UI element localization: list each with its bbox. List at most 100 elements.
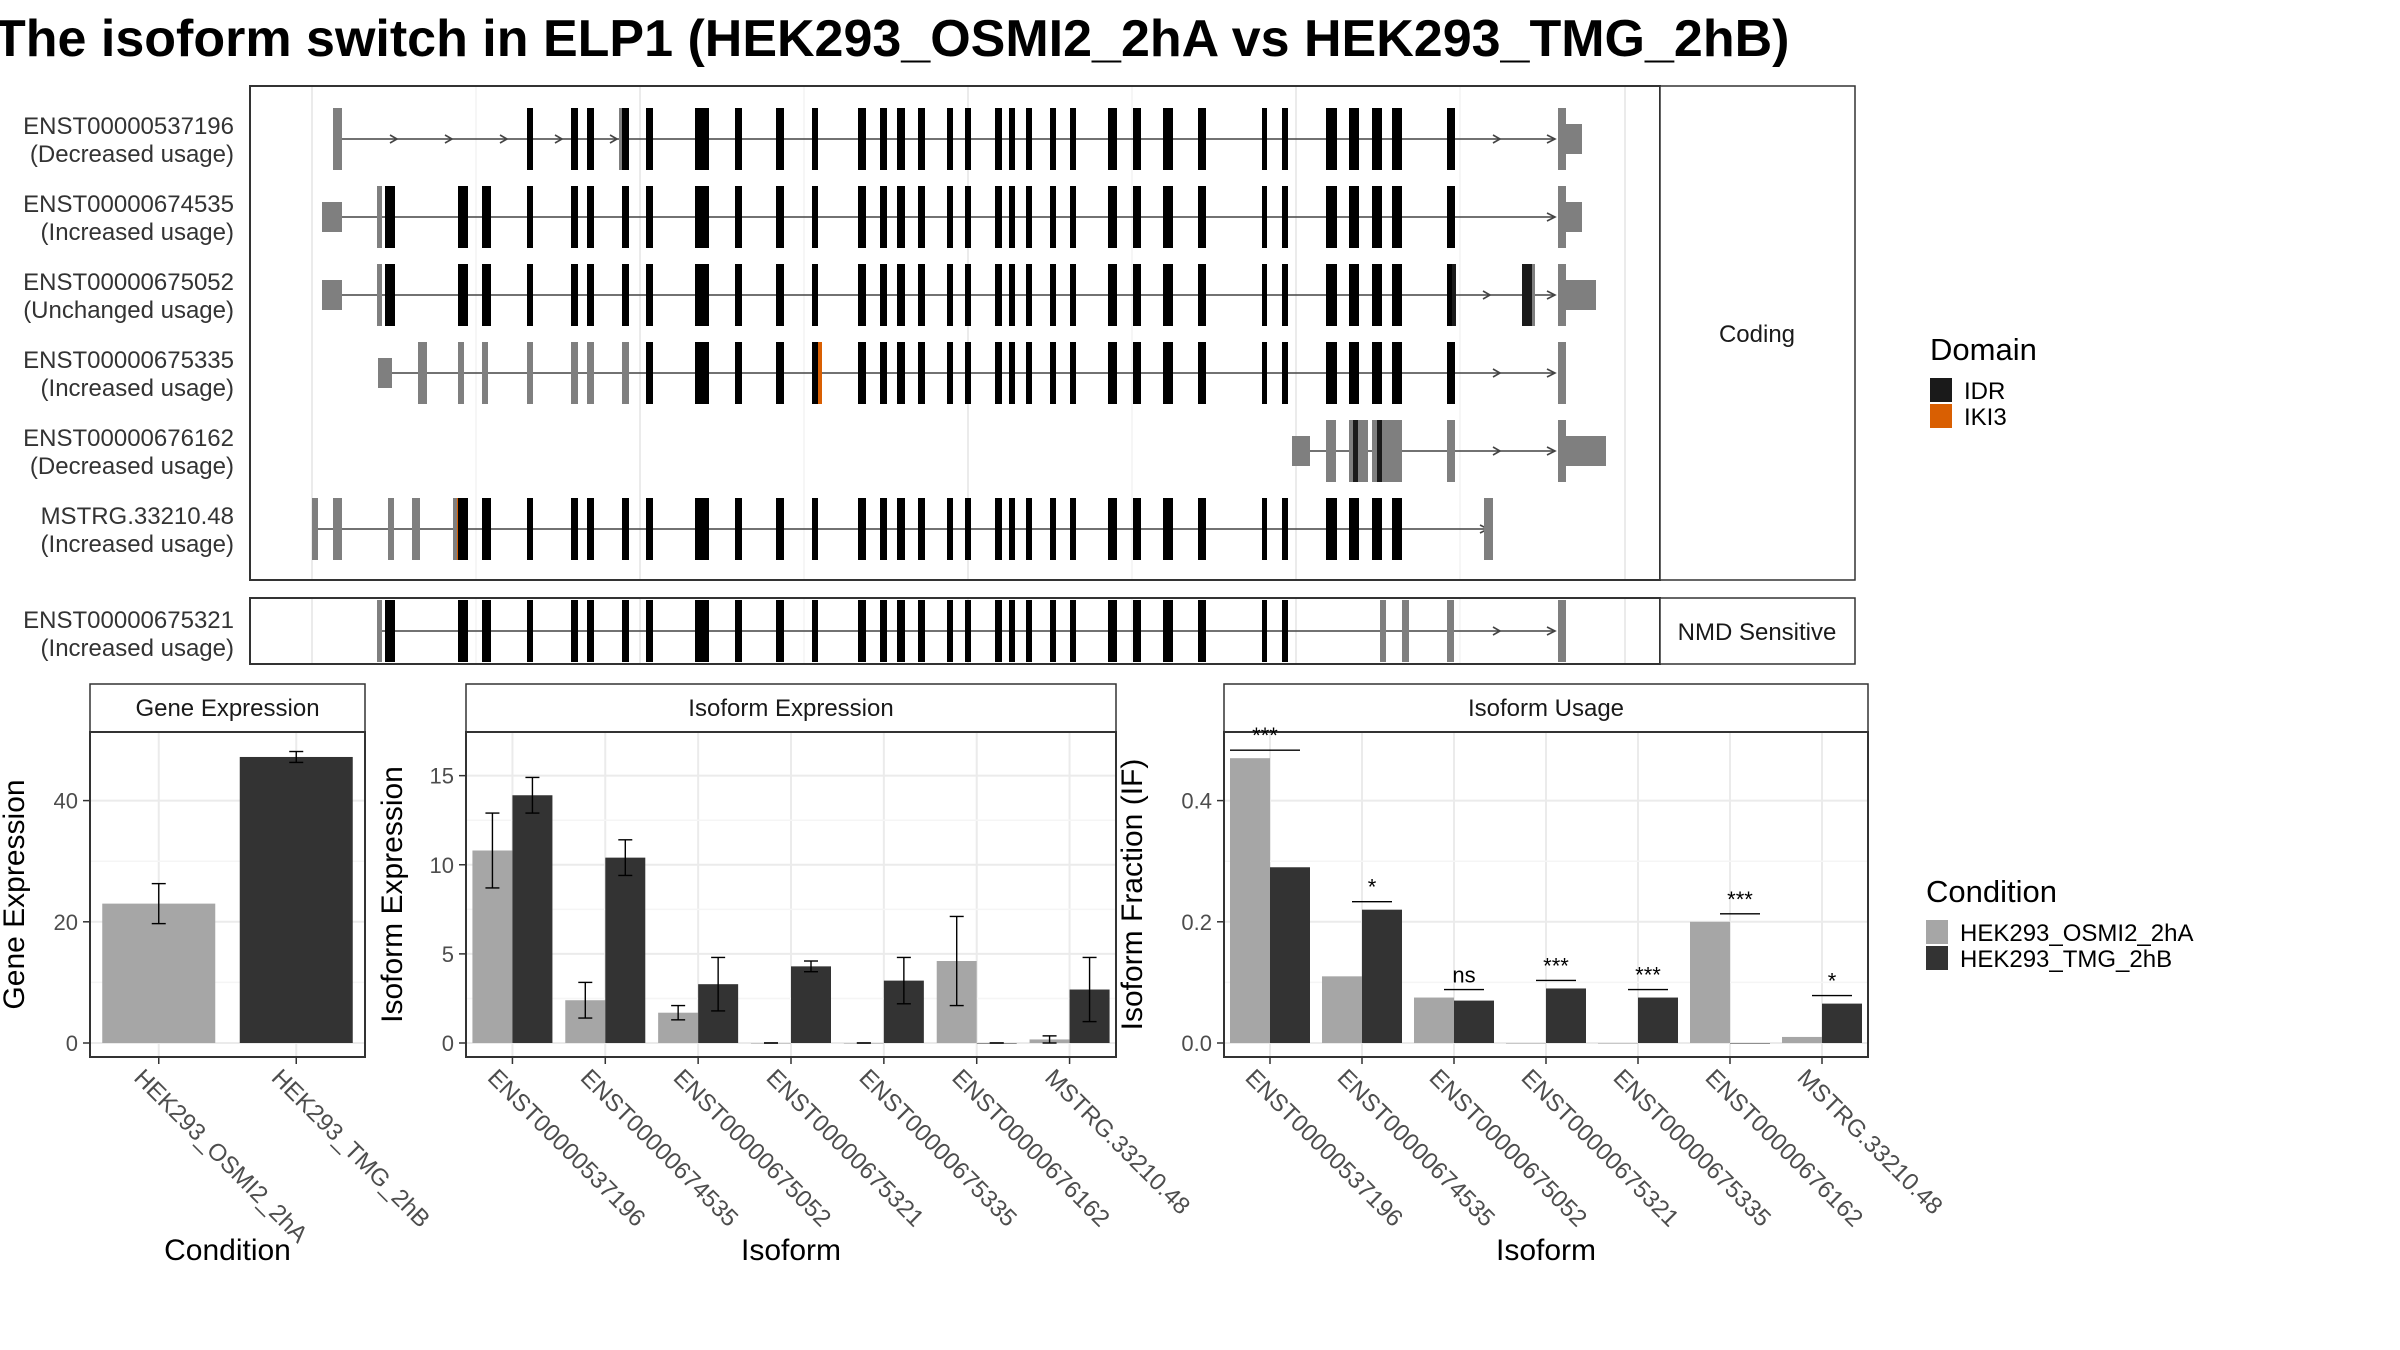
y-tick-label: 0	[442, 1031, 454, 1056]
exon	[1447, 342, 1455, 404]
exon	[1070, 600, 1076, 662]
exon	[695, 498, 709, 560]
transcript-usage-label: (Unchanged usage)	[23, 297, 234, 324]
exon	[918, 600, 925, 662]
exon	[1009, 600, 1015, 662]
exon	[1108, 108, 1117, 170]
y-axis-label: Isoform Expression	[376, 766, 409, 1023]
exon	[1326, 186, 1337, 248]
exon	[1372, 498, 1382, 560]
exon	[1070, 108, 1076, 170]
exon	[812, 342, 818, 404]
exon	[587, 342, 594, 404]
isoform-usage-chart: Isoform Usage 0.0 0.2 0.4 Isoform Fraction (…	[1116, 683, 1948, 1267]
bar	[791, 966, 831, 1043]
exon	[527, 600, 533, 662]
exon	[812, 108, 818, 170]
exon	[1382, 420, 1392, 482]
x-tick-label: ENST00000676162	[946, 1064, 1114, 1232]
y-tick-label: 0.0	[1181, 1031, 1212, 1056]
significance-label: *	[1368, 875, 1377, 900]
strand-arrow	[1482, 290, 1492, 300]
exon	[695, 264, 709, 326]
exon	[1198, 264, 1206, 326]
exon	[571, 498, 578, 560]
significance-label: ***	[1727, 887, 1753, 912]
exon	[385, 600, 395, 662]
exon	[947, 186, 953, 248]
exon	[388, 498, 394, 560]
exon	[1050, 498, 1056, 560]
exon	[571, 600, 578, 662]
exon	[1163, 108, 1173, 170]
x-tick-label: ENST00000537196	[482, 1064, 650, 1232]
y-axis-label: Gene Expression	[0, 779, 31, 1009]
bar	[1638, 997, 1678, 1043]
exon	[1133, 342, 1141, 404]
exon	[1349, 342, 1359, 404]
idr-domain-exon	[1353, 420, 1358, 482]
exon	[1326, 498, 1337, 560]
exon	[1566, 202, 1582, 232]
exon	[1163, 498, 1173, 560]
exon	[897, 600, 905, 662]
y-tick-label: 0.4	[1181, 789, 1212, 814]
exon	[587, 186, 594, 248]
exon	[1282, 498, 1288, 560]
exon	[1050, 342, 1056, 404]
exon	[1349, 108, 1359, 170]
bar	[1598, 1043, 1638, 1044]
nmd-strip	[1659, 597, 1856, 665]
exon	[858, 264, 866, 326]
exon	[1392, 420, 1402, 482]
exon	[995, 498, 1002, 560]
transcript-track	[312, 498, 1493, 560]
exon	[735, 342, 742, 404]
exon	[1163, 264, 1173, 326]
panel-strip	[89, 683, 366, 733]
y-tick-label: 10	[430, 853, 454, 878]
legend-label-osmi2: HEK293_OSMI2_2hA	[1960, 920, 2193, 947]
exon	[735, 498, 742, 560]
bar	[512, 795, 553, 1043]
legend-label-idr: IDR	[1964, 378, 2005, 405]
exon	[622, 186, 629, 248]
exon	[527, 108, 533, 170]
exon	[1558, 264, 1566, 326]
exon	[1009, 108, 1015, 170]
exon	[1349, 420, 1353, 482]
exon	[812, 186, 818, 248]
exon	[897, 342, 905, 404]
exon	[646, 108, 653, 170]
exon	[622, 108, 629, 170]
nmd-strip-label: NMD Sensitive	[1678, 619, 1837, 646]
legend-key-tmg	[1926, 946, 1948, 970]
y-tick-label: 0.2	[1181, 910, 1212, 935]
exon	[1198, 342, 1206, 404]
transcript-id-label: ENST00000675321	[23, 607, 234, 634]
exon	[1447, 264, 1455, 326]
x-tick-label: ENST00000675321	[761, 1064, 929, 1232]
exon	[735, 108, 742, 170]
exon	[527, 342, 533, 404]
exon	[1009, 186, 1015, 248]
y-tick-label: 5	[442, 942, 454, 967]
transcript-usage-label: (Decreased usage)	[30, 141, 234, 168]
exon	[995, 600, 1002, 662]
exon	[918, 264, 925, 326]
exon	[646, 186, 653, 248]
exon	[622, 600, 629, 662]
exon	[776, 186, 784, 248]
exon	[1380, 600, 1386, 662]
exon	[377, 186, 382, 248]
exon	[858, 108, 866, 170]
bar	[1822, 1003, 1862, 1043]
transcript-usage-label: (Decreased usage)	[30, 453, 234, 480]
x-tick-label: ENST00000675052	[668, 1064, 836, 1232]
exon	[1282, 264, 1288, 326]
exon	[527, 264, 533, 326]
exon	[587, 108, 594, 170]
gene-structure-plot: Coding NMD Sensitive ENST00000537196 (De…	[23, 85, 2037, 665]
exon	[776, 108, 784, 170]
